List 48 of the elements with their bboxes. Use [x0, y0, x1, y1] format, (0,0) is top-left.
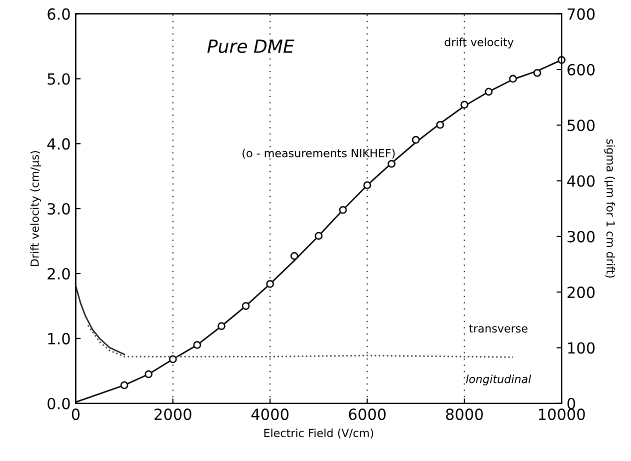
- y2-tick-label: 200: [568, 286, 595, 298]
- point: [460, 100, 468, 109]
- point: [484, 88, 493, 96]
- annotation: drift velocity: [444, 38, 514, 48]
- y-tick-label: 5.0: [48, 73, 70, 85]
- y2-tick-label: 700: [568, 8, 595, 20]
- point: [338, 206, 347, 214]
- point: [193, 340, 202, 349]
- y-tick-label: 0.0: [48, 398, 70, 410]
- x-axis-title: Electric Field (V/cm): [264, 428, 374, 438]
- point: [168, 355, 177, 364]
- point: [266, 280, 274, 288]
- point: [363, 181, 372, 190]
- y-tick-label: 6.0: [48, 8, 70, 20]
- point: [218, 322, 226, 330]
- y2-tick-label: 0: [567, 398, 576, 410]
- point: [436, 120, 444, 129]
- x-tick-label: 10000: [538, 408, 585, 420]
- point: [314, 232, 323, 240]
- point: [509, 74, 517, 83]
- point: [533, 68, 542, 77]
- line-series: [76, 285, 126, 356]
- point: [412, 136, 420, 144]
- y2-tick-label: 300: [568, 230, 595, 242]
- y-tick-label: 2.0: [48, 268, 70, 280]
- x-tick-label: 6000: [348, 408, 386, 420]
- point: [290, 252, 298, 260]
- y-axis-title: Drift velocity (cm/μs): [30, 151, 42, 266]
- y-tick-label: 4.0: [47, 138, 70, 150]
- x-tick-label: 0: [72, 408, 80, 420]
- annotation: transverse: [469, 324, 528, 333]
- x-tick-label: 2000: [154, 408, 192, 420]
- y2-tick-label: 600: [568, 64, 595, 76]
- point: [144, 370, 153, 378]
- y2-tick-label: 500: [568, 120, 595, 132]
- point: [388, 160, 396, 168]
- point: [120, 381, 128, 390]
- y2-tick-label: 400: [567, 175, 595, 187]
- x-tick-label: 4000: [251, 408, 288, 420]
- y2-tick-label: 100: [568, 342, 595, 354]
- y2-axis-title: sigma (μm for 1 cm drift): [604, 139, 616, 278]
- x-tick-label: 8000: [446, 408, 483, 420]
- point: [242, 302, 250, 310]
- annotation: longitudinal: [466, 374, 532, 386]
- annotation: (o - measurements NIKHEF): [242, 148, 395, 159]
- y-tick-label: 3.0: [48, 203, 70, 215]
- y-tick-label: 1.0: [48, 332, 70, 344]
- text: Pure DME: [207, 40, 294, 54]
